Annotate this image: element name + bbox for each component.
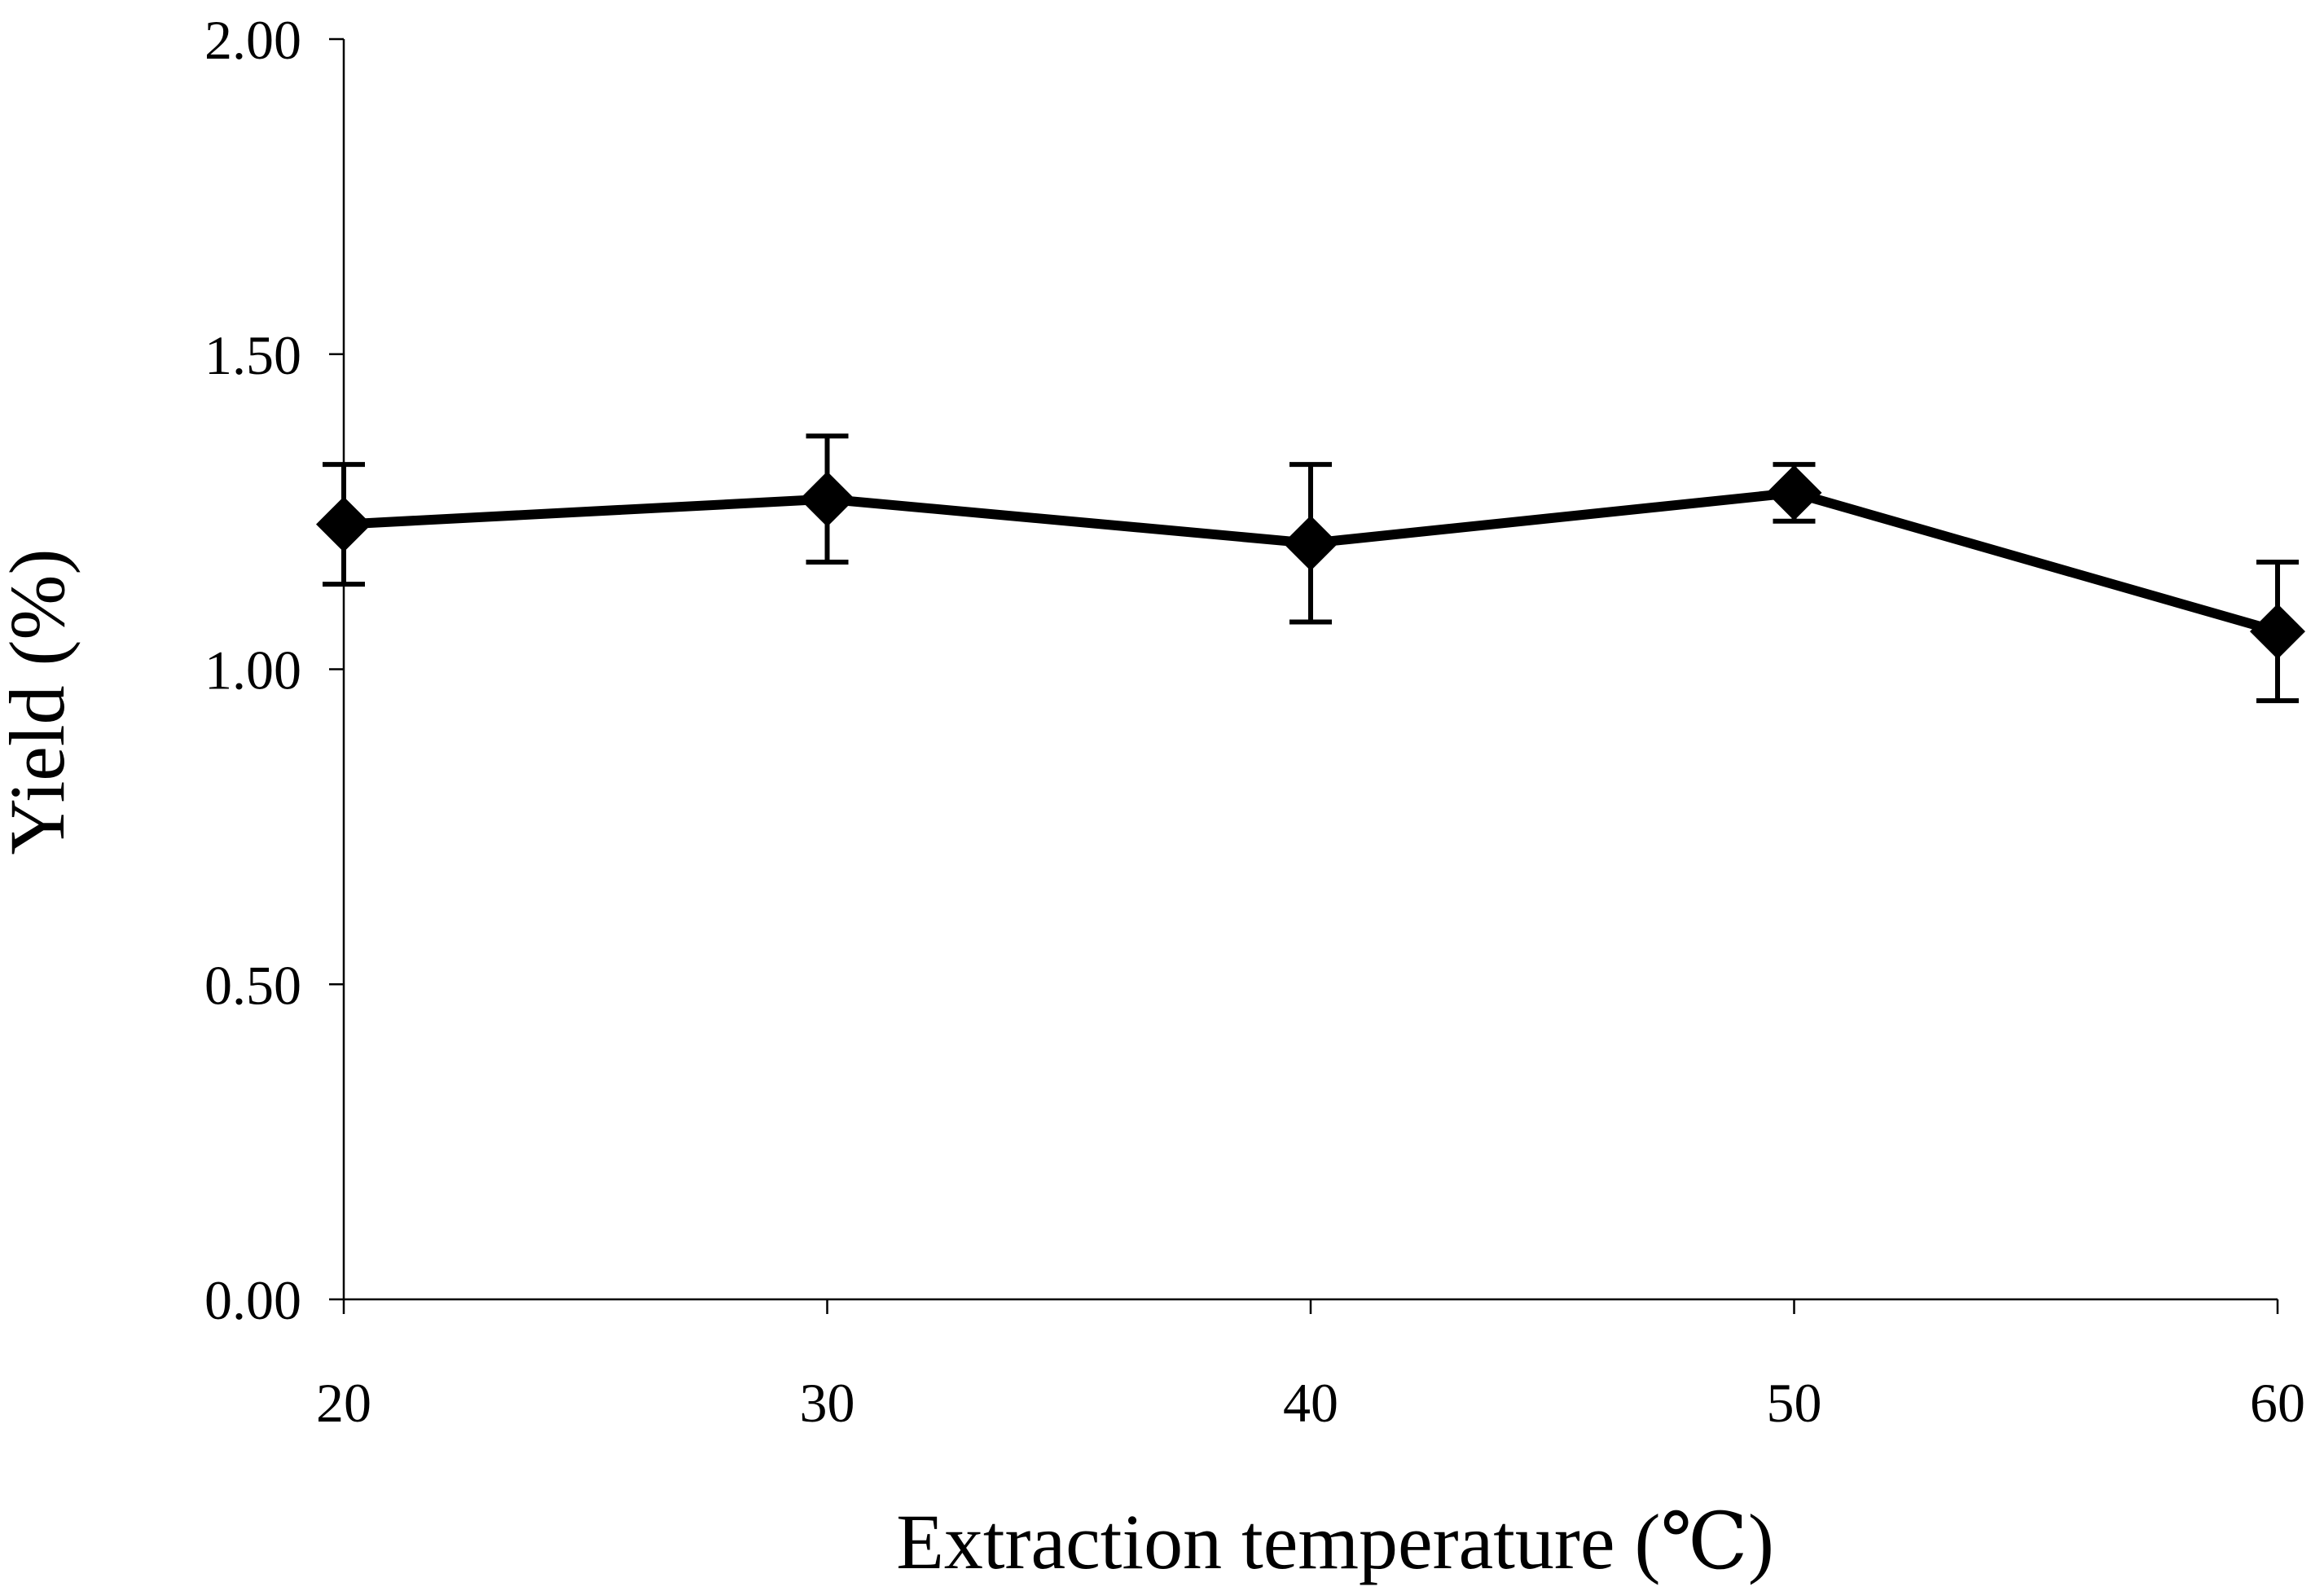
x-tick-label: 60	[2250, 1372, 2305, 1434]
x-axis-title: Extraction temperature (℃)	[896, 1498, 1774, 1585]
x-axis-ticks: 20 30 40 50 60	[316, 1299, 2305, 1434]
y-tick-label: 0.50	[204, 954, 301, 1016]
series-layer	[316, 433, 2305, 704]
x-tick-label: 20	[316, 1372, 371, 1434]
data-point-diamond	[1283, 515, 1338, 571]
data-point-diamond	[1766, 464, 1822, 521]
y-tick-label: 1.50	[204, 324, 301, 386]
y-tick-label: 2.00	[204, 9, 301, 71]
data-point-diamond	[799, 471, 855, 527]
x-tick-label: 50	[1767, 1372, 1822, 1434]
x-tick-label: 30	[800, 1372, 855, 1434]
y-axis-title: Yield (%)	[0, 549, 81, 855]
data-point-diamond	[316, 496, 371, 552]
x-tick-label: 40	[1283, 1372, 1338, 1434]
y-tick-label: 1.00	[204, 639, 301, 701]
y-axis-ticks: 0.00 0.50 1.00 1.50 2.00	[204, 9, 344, 1331]
data-point-diamond	[2250, 604, 2305, 660]
axes	[342, 39, 2278, 1301]
y-tick-label: 0.00	[204, 1269, 301, 1331]
